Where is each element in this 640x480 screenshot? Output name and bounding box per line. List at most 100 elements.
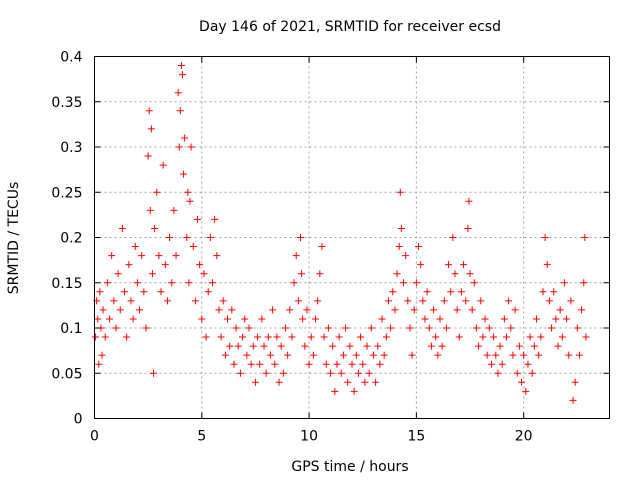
data-point [468, 306, 476, 314]
x-tick-label: 0 [90, 429, 99, 445]
data-point [298, 270, 306, 278]
data-point [541, 234, 549, 241]
data-point [178, 71, 186, 79]
data-point [258, 315, 266, 323]
data-point [436, 315, 444, 323]
data-point [147, 125, 155, 133]
data-point [372, 378, 380, 386]
data-point [361, 378, 369, 386]
data-point [479, 333, 487, 341]
data-point [406, 324, 414, 332]
data-point [292, 252, 300, 260]
data-point [477, 297, 485, 305]
data-point [175, 143, 183, 151]
data-point [211, 215, 219, 223]
data-point [200, 270, 208, 278]
data-point [509, 351, 517, 359]
data-point [384, 297, 392, 305]
y-tick-label: 0.15 [51, 276, 82, 292]
data-point [548, 324, 556, 332]
x-tick-label: 20 [515, 429, 533, 445]
data-point [266, 351, 274, 359]
y-tick-label: 0.3 [60, 140, 82, 156]
data-point [249, 342, 257, 350]
data-point [316, 270, 324, 278]
data-point [269, 306, 277, 314]
y-tick-label: 0 [74, 412, 83, 428]
data-point [206, 234, 214, 241]
data-point [524, 360, 532, 368]
data-point [157, 288, 165, 296]
data-point [440, 297, 448, 305]
data-point [277, 342, 285, 350]
data-point [475, 342, 483, 350]
data-point [427, 342, 435, 350]
data-point [582, 333, 590, 341]
data-point [151, 224, 159, 232]
data-point [438, 342, 446, 350]
data-point [339, 351, 347, 359]
data-point [520, 351, 528, 359]
data-point [410, 306, 418, 314]
data-point [228, 306, 236, 314]
data-point [95, 360, 103, 368]
data-point [131, 243, 139, 251]
data-point [174, 89, 182, 97]
data-point [198, 315, 206, 323]
data-point [365, 369, 373, 377]
data-point [254, 333, 262, 341]
data-point [449, 234, 457, 241]
data-point [189, 243, 197, 251]
data-point [168, 279, 176, 287]
data-point [166, 234, 174, 241]
data-point [408, 351, 416, 359]
y-tick-label: 0.1 [60, 321, 82, 337]
chart-title: Day 146 of 2021, SRMTID for receiver ecs… [199, 19, 501, 35]
data-point [286, 306, 294, 314]
data-point [125, 261, 133, 269]
data-point [434, 351, 442, 359]
data-point [569, 396, 577, 404]
data-point [363, 342, 371, 350]
data-point [518, 378, 526, 386]
data-point [460, 261, 468, 269]
data-point [181, 134, 189, 142]
y-tick-label: 0.05 [51, 366, 82, 382]
data-point [522, 387, 530, 395]
data-point [565, 351, 573, 359]
data-point [453, 306, 461, 314]
data-point [146, 206, 154, 214]
data-point [215, 306, 223, 314]
data-point [369, 351, 377, 359]
data-point [400, 279, 407, 287]
data-point [350, 387, 358, 395]
y-tick-label: 0.35 [51, 95, 82, 111]
data-point [526, 333, 534, 341]
data-point [230, 360, 238, 368]
data-point [498, 360, 506, 368]
data-point [481, 315, 489, 323]
data-point [99, 306, 107, 314]
data-point [245, 324, 253, 332]
data-point [226, 342, 234, 350]
data-point [183, 234, 191, 241]
data-point [447, 288, 455, 296]
data-point [329, 342, 337, 350]
data-point [108, 252, 116, 260]
data-point [393, 270, 401, 278]
data-point [297, 234, 304, 241]
data-point [307, 333, 315, 341]
data-point [312, 315, 320, 323]
data-point [118, 224, 126, 232]
data-point [578, 306, 586, 314]
data-point [374, 342, 382, 350]
data-point [241, 315, 249, 323]
y-tick-label: 0.2 [60, 231, 82, 247]
x-tick-label: 5 [197, 429, 206, 445]
data-point [275, 378, 283, 386]
data-point [209, 279, 217, 287]
data-point [404, 297, 412, 305]
data-point [451, 270, 459, 278]
data-point [176, 107, 184, 115]
data-point [153, 188, 161, 196]
